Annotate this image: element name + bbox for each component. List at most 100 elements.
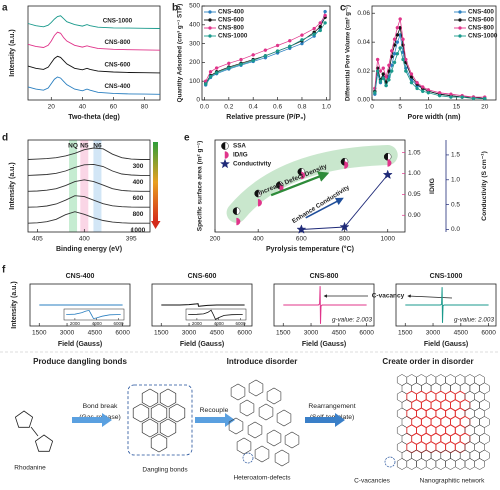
- legend-label: CNS-800: [468, 25, 494, 32]
- legend-label: Conductivity: [233, 161, 272, 168]
- data-point: [404, 69, 408, 73]
- y-axis-label: Intensity (a.u.): [9, 29, 16, 76]
- data-point: [375, 57, 380, 62]
- data-point: [301, 171, 306, 180]
- series-line: [27, 31, 161, 51]
- ring: [132, 403, 150, 423]
- legend-marker: [221, 142, 226, 150]
- data-point: [239, 57, 243, 62]
- data-point: [214, 70, 219, 75]
- y-tick-label: 400: [189, 22, 200, 29]
- data-point: [387, 63, 391, 68]
- series-line: [27, 76, 161, 95]
- data-point: [449, 92, 453, 96]
- x-tick-label: 20: [48, 104, 56, 111]
- ring: [416, 458, 427, 470]
- legend-marker: [219, 158, 231, 169]
- peak-band: [69, 140, 78, 232]
- inset-tick-label: 6000: [114, 321, 125, 326]
- x-tick-label: 4500: [454, 330, 469, 337]
- temperature-label: 400: [133, 179, 144, 186]
- temperature-label: 800: [133, 211, 144, 218]
- data-point: [384, 83, 388, 88]
- legend-label: CNS-1000: [468, 33, 498, 40]
- data-point: [409, 80, 414, 85]
- ring: [228, 417, 244, 435]
- x-tick-label: 1000: [380, 236, 395, 243]
- y-tick-label: 300: [189, 40, 200, 47]
- legend-label: CNS-800: [218, 25, 244, 32]
- y-tick-label: 0.00: [357, 97, 370, 104]
- inset-tick-label: 2000: [192, 321, 203, 326]
- x-tick-label: 600: [296, 236, 307, 243]
- ring: [168, 403, 186, 423]
- data-point: [389, 69, 394, 73]
- series-line: [27, 179, 150, 192]
- ring: [141, 388, 159, 408]
- ring: [276, 409, 292, 427]
- data-point: [288, 39, 292, 43]
- x-tick-label: 395: [126, 236, 137, 243]
- data-point: [381, 66, 386, 70]
- legend-marker: [458, 34, 462, 38]
- legend-label: CNS-600: [218, 17, 244, 24]
- inset-line: [66, 309, 121, 320]
- data-point: [395, 33, 400, 37]
- data-point: [381, 76, 386, 81]
- data-point: [251, 53, 255, 57]
- x-tick-label: 6000: [115, 330, 130, 337]
- structure-label: Dangling bonds: [142, 467, 188, 474]
- structure-label: C-vacancies: [354, 478, 391, 485]
- data-point: [263, 48, 268, 52]
- ring: [445, 458, 456, 470]
- data-point: [387, 78, 391, 82]
- x-tick-label: 1500: [276, 330, 291, 337]
- section-title: Produce dangling bonds: [33, 357, 127, 366]
- y-tick-label: 500: [189, 3, 200, 10]
- temperature-arrow: [151, 221, 161, 229]
- data-point: [318, 21, 322, 25]
- data-point: [398, 46, 402, 50]
- data-point: [378, 79, 383, 83]
- data-point: [227, 66, 231, 70]
- x-axis-label: Field (Gauss): [302, 341, 346, 348]
- ring: [141, 418, 159, 438]
- x-tick-label: 4500: [88, 330, 103, 337]
- inset-tick-label: 4000: [92, 321, 103, 326]
- inset-frame: [185, 308, 247, 321]
- annotation: Enhance Conductivity: [291, 184, 351, 225]
- x-axis-label: Field (Gauss): [424, 341, 468, 348]
- section-title: Introduce disorder: [227, 357, 298, 366]
- curve-label: CNS-800: [104, 39, 130, 46]
- annotation: g-value: 2.003: [454, 317, 494, 324]
- callout: C-vacancy: [372, 293, 405, 300]
- series-line: [27, 195, 150, 208]
- data-point: [401, 57, 405, 62]
- data-point: [339, 221, 350, 232]
- ring: [230, 383, 246, 401]
- data-point: [239, 62, 243, 67]
- data-point: [392, 37, 397, 42]
- x-axis-label: Two-theta (deg): [68, 114, 120, 121]
- x-axis-label: Pore width (nm): [408, 114, 461, 121]
- x-tick-label: 0: [370, 104, 374, 111]
- ring: [254, 445, 270, 463]
- legend-label: CNS-600: [468, 17, 494, 24]
- vacancy-marker: [384, 456, 396, 468]
- data-point: [395, 25, 400, 30]
- ring: [406, 458, 417, 470]
- x-tick-label: 6000: [359, 330, 374, 337]
- series-line: [27, 163, 150, 176]
- legend-marker: [458, 26, 462, 30]
- ring: [247, 421, 263, 439]
- ring: [248, 379, 264, 397]
- y-tick-label: 0.02: [357, 68, 370, 75]
- x-tick-label: 0.4: [249, 104, 258, 111]
- series-line: [301, 174, 389, 230]
- y-axis-label: Specific surface area (m² g⁻¹): [197, 141, 204, 232]
- legend-label: SSA: [233, 143, 246, 150]
- x-tick-label: 4500: [210, 330, 225, 337]
- step-label: Bond break: [83, 403, 118, 410]
- data-point: [378, 69, 383, 73]
- ring: [396, 458, 408, 470]
